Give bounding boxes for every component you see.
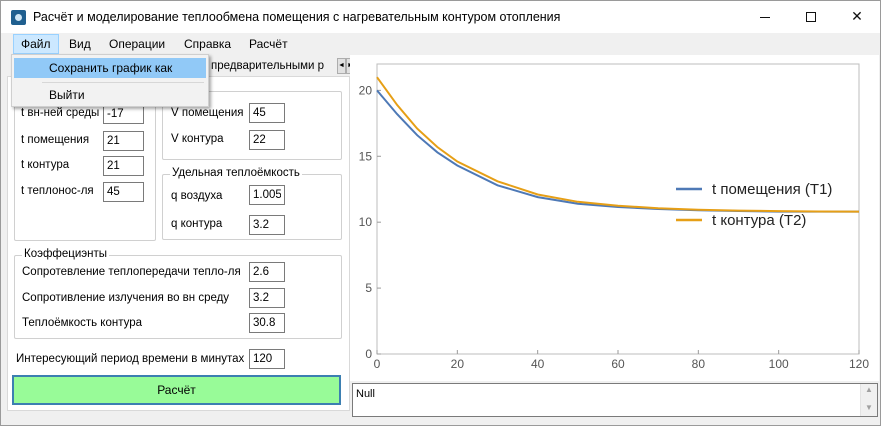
maximize-icon (806, 12, 816, 22)
maximize-button[interactable] (788, 1, 834, 33)
legend-label-2: t контура (T2) (712, 212, 806, 229)
scroll-down-icon[interactable]: ▼ (865, 403, 873, 412)
menu-separator (42, 82, 204, 83)
heat-transfer-resistance-input[interactable] (249, 262, 285, 282)
t-room-label: t помещения (21, 134, 90, 146)
q-circuit-label: q контура (171, 218, 223, 230)
t-circuit-label: t контура (21, 159, 70, 171)
period-input[interactable] (249, 349, 285, 369)
radiation-resistance-input[interactable] (249, 288, 285, 308)
y-tick-label: 10 (359, 215, 373, 229)
menu-view[interactable]: Вид (69, 37, 91, 51)
radiation-resistance-label: Сопротивление излучения во вн среду (22, 292, 230, 304)
heat-capacity-group: Удельная теплоёмкость (162, 167, 342, 240)
menu-calculate[interactable]: Расчёт (249, 37, 288, 51)
v-circuit-label: V контура (171, 133, 224, 145)
output-scrollbar[interactable]: ▲ ▼ (860, 384, 877, 416)
calculate-button[interactable]: Расчёт (12, 375, 341, 405)
v-room-input[interactable] (249, 103, 285, 123)
temperature-chart: 0 20 40 60 80 100 120 0 5 10 15 20 t помещения (T1) t… (359, 63, 869, 371)
q-air-label: q воздуха (171, 190, 223, 202)
x-tick-label: 40 (531, 357, 545, 371)
t-carrier-input[interactable] (103, 182, 144, 202)
x-tick-label: 60 (611, 357, 625, 371)
x-tick-label: 80 (692, 357, 706, 371)
minimize-button[interactable] (742, 1, 788, 33)
t-carrier-label: t теплонос-ля (21, 185, 94, 197)
title-bar[interactable]: Расчёт и моделирование теплообмена помещ… (1, 1, 880, 33)
menu-help[interactable]: Справка (184, 37, 232, 51)
output-text: Null (356, 388, 375, 400)
minimize-icon (760, 16, 770, 18)
tab-left-arrow-icon[interactable]: ◄ (337, 58, 346, 74)
menu-exit[interactable]: Выйти (49, 88, 85, 102)
circuit-heat-capacity-label: Теплоёмкость контура (22, 317, 143, 329)
y-tick-label: 15 (359, 149, 373, 163)
chart-area: 0 20 40 60 80 100 120 0 5 10 15 20 t помещения (T1) t… (350, 55, 879, 381)
y-tick-label: 5 (365, 281, 372, 295)
scroll-up-icon[interactable]: ▲ (865, 385, 873, 394)
close-icon: ✕ (851, 9, 863, 25)
coefficients-legend: Коэффециэнты (22, 248, 110, 260)
q-air-input[interactable] (249, 185, 285, 205)
volume-group (162, 91, 342, 160)
menu-bar: Файл Вид Операции Справка Расчёт (1, 34, 880, 54)
menu-operations[interactable]: Операции (109, 37, 166, 51)
legend-label-1: t помещения (T1) (712, 181, 832, 198)
t-circuit-input[interactable] (103, 156, 144, 176)
series-line-2 (376, 76, 860, 213)
coefficients-group: Коэффециэнты (14, 248, 342, 339)
menu-save-chart-as[interactable]: Сохранить график как (14, 58, 206, 78)
x-tick-label: 0 (374, 357, 381, 371)
menu-file[interactable]: Файл (13, 34, 59, 54)
x-tick-label: 100 (769, 357, 789, 371)
t-outside-label: t вн-ней среды (21, 107, 100, 119)
circuit-heat-capacity-input[interactable] (249, 313, 285, 333)
output-textbox[interactable]: Null ▲ ▼ (352, 383, 878, 417)
v-room-label: V помещения (171, 107, 244, 119)
y-tick-label: 20 (359, 83, 373, 97)
period-label: Интересующий период времени в минутах (16, 353, 245, 365)
window-title: Расчёт и моделирование теплообмена помещ… (33, 10, 561, 24)
x-tick-label: 20 (451, 357, 465, 371)
v-circuit-input[interactable] (249, 130, 285, 150)
file-menu-dropdown: Сохранить график как Выйти (11, 54, 209, 107)
close-button[interactable]: ✕ (834, 1, 880, 33)
x-tick-label: 120 (849, 357, 869, 371)
tab-label[interactable]: предварительными р (211, 60, 325, 72)
heat-transfer-resistance-label: Сопротевление теплопередачи тепло-ля (22, 266, 241, 278)
y-tick-label: 0 (365, 347, 372, 361)
app-icon (11, 10, 26, 25)
heat-capacity-legend: Удельная теплоёмкость (170, 167, 302, 179)
input-panel: t вн-ней среды t помещения t контура t т… (7, 76, 350, 411)
q-circuit-input[interactable] (249, 215, 285, 235)
t-outside-input[interactable] (103, 104, 144, 124)
t-room-input[interactable] (103, 131, 144, 151)
plot-frame (376, 63, 860, 355)
